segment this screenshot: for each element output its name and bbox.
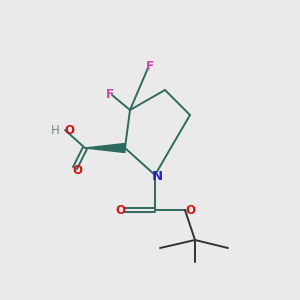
- Polygon shape: [85, 143, 125, 152]
- Text: O: O: [72, 164, 82, 176]
- Text: H: H: [51, 124, 60, 137]
- Text: O: O: [64, 124, 74, 137]
- Text: N: N: [152, 170, 163, 184]
- Text: O: O: [185, 205, 195, 218]
- Text: F: F: [146, 59, 154, 73]
- Text: O: O: [115, 205, 125, 218]
- Text: F: F: [106, 88, 114, 100]
